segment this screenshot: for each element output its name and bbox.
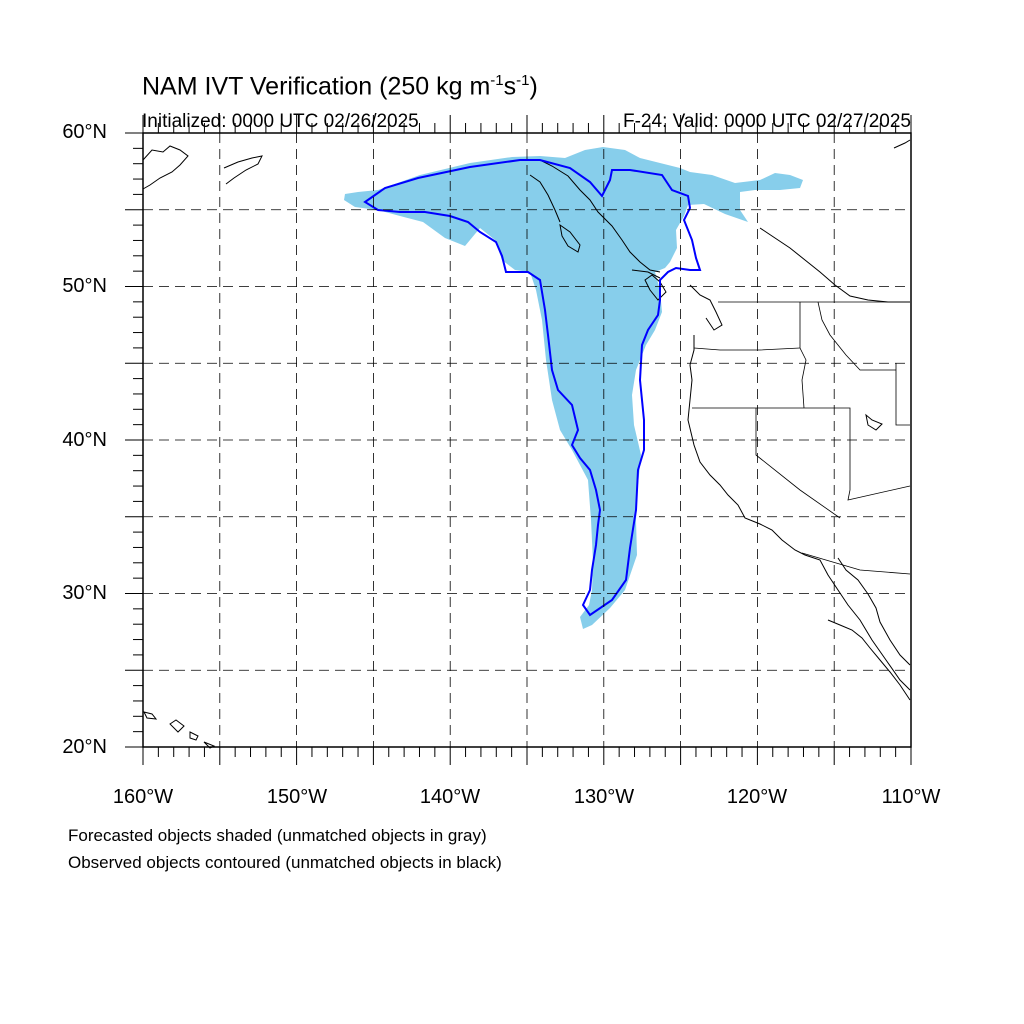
forecast-object <box>344 147 803 629</box>
initialized-time: Initialized: 0000 UTC 02/26/2025 <box>142 111 419 132</box>
axis-ticks <box>125 115 912 765</box>
lon-label-130w: 130°W <box>573 786 635 808</box>
valid-time: F-24: Valid: 0000 UTC 02/27/2025 <box>623 111 911 132</box>
lon-label-110w: 110°W <box>881 786 941 808</box>
graticule <box>143 133 911 747</box>
lat-label-20n: 20°N <box>62 736 107 758</box>
map-frame <box>142 132 912 748</box>
observed-object-contour <box>363 159 702 617</box>
state-borders <box>692 301 911 575</box>
lon-label-160w: 160°W <box>112 786 174 808</box>
lon-label-140w: 140°W <box>419 786 481 808</box>
lat-label-50n: 50°N <box>62 275 107 297</box>
lat-label-60n: 60°N <box>62 121 107 143</box>
lat-label-30n: 30°N <box>62 582 107 604</box>
lon-label-120w: 120°W <box>726 786 788 808</box>
lon-label-150w: 150°W <box>266 786 328 808</box>
lat-label-40n: 40°N <box>62 429 107 451</box>
chart-title: NAM IVT Verification (250 kg m-1s-1) <box>142 72 538 101</box>
footer-forecast-note: Forecasted objects shaded (unmatched obj… <box>68 826 487 845</box>
coastlines <box>142 139 911 749</box>
footer-observed-note: Observed objects contoured (unmatched ob… <box>68 853 502 872</box>
